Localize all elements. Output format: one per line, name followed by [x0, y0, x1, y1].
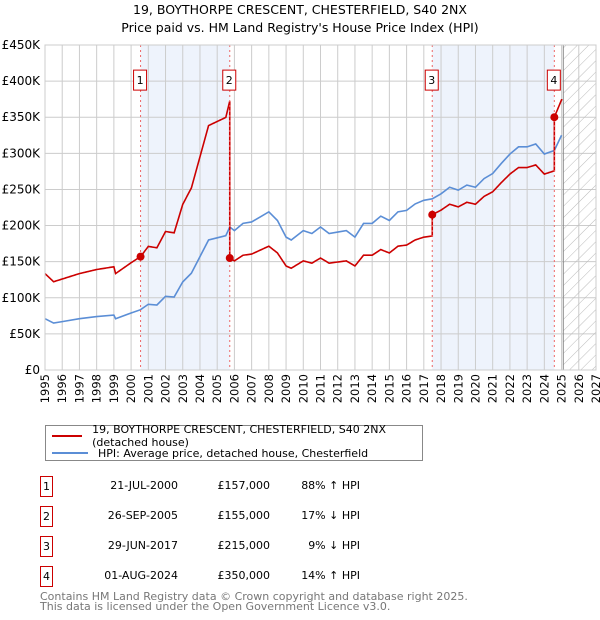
- x-tick-label: 2024: [537, 374, 551, 403]
- footer-copyright: Contains HM Land Registry data © Crown c…: [40, 590, 468, 603]
- x-tick-label: 2019: [451, 374, 465, 403]
- y-tick-label: £200K: [2, 219, 42, 233]
- transaction-number: 3: [40, 536, 53, 557]
- x-tick-label: 2009: [279, 374, 293, 403]
- transaction-number: 1: [40, 476, 53, 497]
- x-tick-label: 2014: [365, 374, 379, 403]
- x-tick-label: 2003: [176, 374, 190, 403]
- x-tick-label: 2005: [210, 374, 224, 403]
- x-tick-label: 2017: [417, 374, 431, 403]
- sale-label-box: [424, 69, 439, 91]
- x-tick-label: 2022: [503, 374, 517, 403]
- legend-swatch-price: [52, 435, 83, 437]
- price-paid-line: [44, 98, 563, 283]
- transaction-date: 26-SEP-2005: [107, 509, 178, 522]
- y-tick-label: £400K: [2, 74, 42, 88]
- y-tick-label: £450K: [2, 38, 42, 52]
- y-tick-label: £100K: [2, 291, 42, 305]
- legend-item-price: 19, BOYTHORPE CRESCENT, CHESTERFIELD, S4…: [52, 423, 422, 449]
- transaction-price: £350,000: [217, 569, 271, 582]
- sale-point: [428, 210, 437, 219]
- x-tick-label: 1996: [55, 374, 69, 403]
- transaction-date: 21-JUL-2000: [110, 479, 178, 492]
- sale-label-box: [222, 69, 237, 91]
- hpi-line: [44, 134, 563, 324]
- x-tick-label: 2027: [589, 374, 600, 403]
- price-chart: 1995 1996 1997 1998 1999 2000 2001 2002 2003 2004…: [2, 38, 600, 403]
- x-tick-label: 2016: [400, 374, 414, 403]
- x-tick-label: 2018: [434, 374, 448, 403]
- transaction-hpi: 14% ↑ HPI: [301, 569, 360, 582]
- chart-title: 19, BOYTHORPE CRESCENT, CHESTERFIELD, S4…: [133, 2, 467, 17]
- sale-label: 3: [428, 74, 435, 87]
- x-tick-label: 2010: [296, 374, 310, 403]
- transaction-number: 2: [40, 506, 53, 527]
- x-tick-label: 2013: [348, 374, 362, 403]
- y-tick-label: £250K: [2, 182, 42, 196]
- x-tick-label: 2008: [262, 374, 276, 403]
- legend-swatch-hpi: [52, 452, 88, 454]
- x-tick-label: 2021: [486, 374, 500, 403]
- footer-licence: This data is licensed under the Open Gov…: [40, 600, 391, 613]
- x-tick-label: 2007: [245, 374, 259, 403]
- y-tick-label: £0: [25, 363, 40, 377]
- legend: 19, BOYTHORPE CRESCENT, CHESTERFIELD, S4…: [45, 423, 423, 461]
- x-tick-label: 2026: [572, 374, 586, 403]
- x-tick-label: 1997: [72, 374, 86, 403]
- legend-item-hpi: HPI: Average price, detached house, Ches…: [52, 445, 368, 461]
- sale-label: 1: [137, 74, 144, 87]
- legend-label-price: 19, BOYTHORPE CRESCENT, CHESTERFIELD, S4…: [92, 423, 386, 449]
- sale-point: [225, 254, 234, 263]
- x-tick-label: 2002: [159, 374, 173, 403]
- transaction-price: £215,000: [217, 539, 271, 552]
- y-tick-label: £350K: [2, 110, 42, 124]
- legend-label-hpi: HPI: Average price, detached house, Ches…: [98, 446, 369, 460]
- transaction-hpi: 88% ↑ HPI: [301, 479, 360, 492]
- sale-point: [550, 113, 559, 122]
- chart-subtitle: Price paid vs. HM Land Registry's House …: [121, 20, 479, 35]
- ownership-shade: [140, 45, 230, 370]
- forecast-hatch: [563, 45, 596, 370]
- y-tick-label: £50K: [9, 327, 41, 341]
- x-tick-label: 2020: [468, 374, 482, 403]
- x-tick-label: 1999: [107, 374, 121, 403]
- x-tick-label: 1995: [38, 374, 52, 403]
- x-tick-label: 2011: [314, 374, 328, 403]
- x-tick-label: 2023: [520, 374, 534, 403]
- transaction-price: £155,000: [217, 509, 271, 522]
- sale-point: [136, 252, 145, 261]
- transaction-date: 29-JUN-2017: [107, 539, 178, 552]
- transaction-price: £157,000: [217, 479, 271, 492]
- x-tick-label: 2004: [193, 374, 207, 403]
- sale-label-box: [133, 69, 148, 91]
- y-tick-label: £150K: [2, 255, 42, 269]
- x-tick-label: 2012: [331, 374, 345, 403]
- x-tick-label: 2025: [555, 374, 569, 403]
- sale-label: 2: [226, 74, 233, 87]
- transaction-date: 01-AUG-2024: [104, 569, 178, 582]
- x-tick-label: 2015: [382, 374, 396, 403]
- x-tick-label: 2000: [124, 374, 138, 403]
- sale-label-box: [546, 69, 561, 91]
- transaction-number: 4: [40, 566, 53, 587]
- transaction-hpi: 17% ↓ HPI: [301, 509, 360, 522]
- plot-border: [44, 44, 597, 371]
- x-tick-label: 1998: [90, 374, 104, 403]
- x-tick-label: 2006: [227, 374, 241, 403]
- sale-label: 4: [550, 74, 557, 87]
- ownership-shade: [432, 45, 555, 370]
- y-tick-label: £300K: [2, 146, 42, 160]
- x-tick-label: 2001: [141, 374, 155, 403]
- transaction-hpi: 9% ↓ HPI: [308, 539, 360, 552]
